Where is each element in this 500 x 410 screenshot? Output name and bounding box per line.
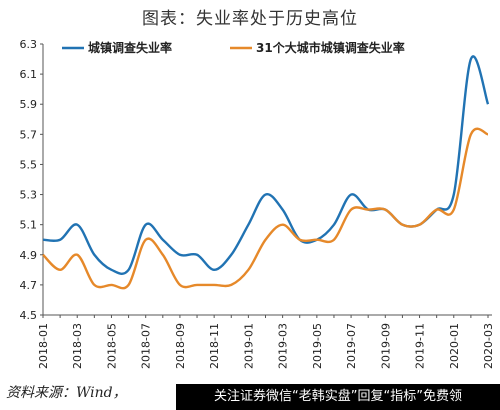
watermark-banner: 关注证券微信“老韩实盘”回复“指标”免费领	[176, 384, 500, 410]
y-tick-label: 5.3	[20, 189, 38, 202]
x-tick-label: 2020-01	[448, 323, 461, 369]
source-note: 资料来源：Wind，	[6, 385, 127, 401]
x-tick-label: 2019-01	[242, 323, 255, 369]
x-tick-label: 2018-07	[140, 323, 153, 369]
x-tick-label: 2019-09	[379, 323, 392, 369]
x-tick-label: 2019-03	[277, 323, 290, 369]
y-tick-label: 4.9	[20, 249, 38, 262]
chart-legend: 城镇调查失业率 31个大城市城镇调查失业率	[62, 40, 405, 55]
y-tick-label: 4.7	[20, 279, 38, 292]
y-tick-label: 6.3	[20, 38, 38, 51]
series-line-2	[42, 127, 489, 290]
x-tick-label: 2019-11	[414, 323, 427, 369]
legend-label-1: 城镇调查失业率	[88, 40, 172, 55]
chart-title: 图表：失业率处于历史高位	[142, 9, 358, 29]
x-tick-label: 2018-03	[71, 323, 84, 369]
chart-lines	[42, 55, 490, 290]
y-tick-label: 5.1	[20, 219, 38, 232]
x-tick-label: 2019-07	[345, 323, 358, 369]
y-tick-label: 5.7	[20, 128, 38, 141]
x-tick-label: 2018-11	[208, 323, 221, 369]
y-tick-label: 4.5	[20, 309, 38, 322]
y-tick-label: 6.1	[20, 68, 38, 81]
y-tick-label: 5.5	[20, 158, 38, 171]
y-tick-label: 5.9	[20, 98, 38, 111]
x-tick-label: 2018-09	[174, 323, 187, 369]
x-tick-label: 2020-03	[482, 323, 495, 369]
x-tick-label: 2019-05	[311, 323, 324, 369]
legend-label-2: 31个大城市城镇调查失业率	[256, 40, 405, 55]
x-tick-label: 2018-01	[37, 323, 50, 369]
x-tick-label: 2018-05	[105, 323, 118, 369]
